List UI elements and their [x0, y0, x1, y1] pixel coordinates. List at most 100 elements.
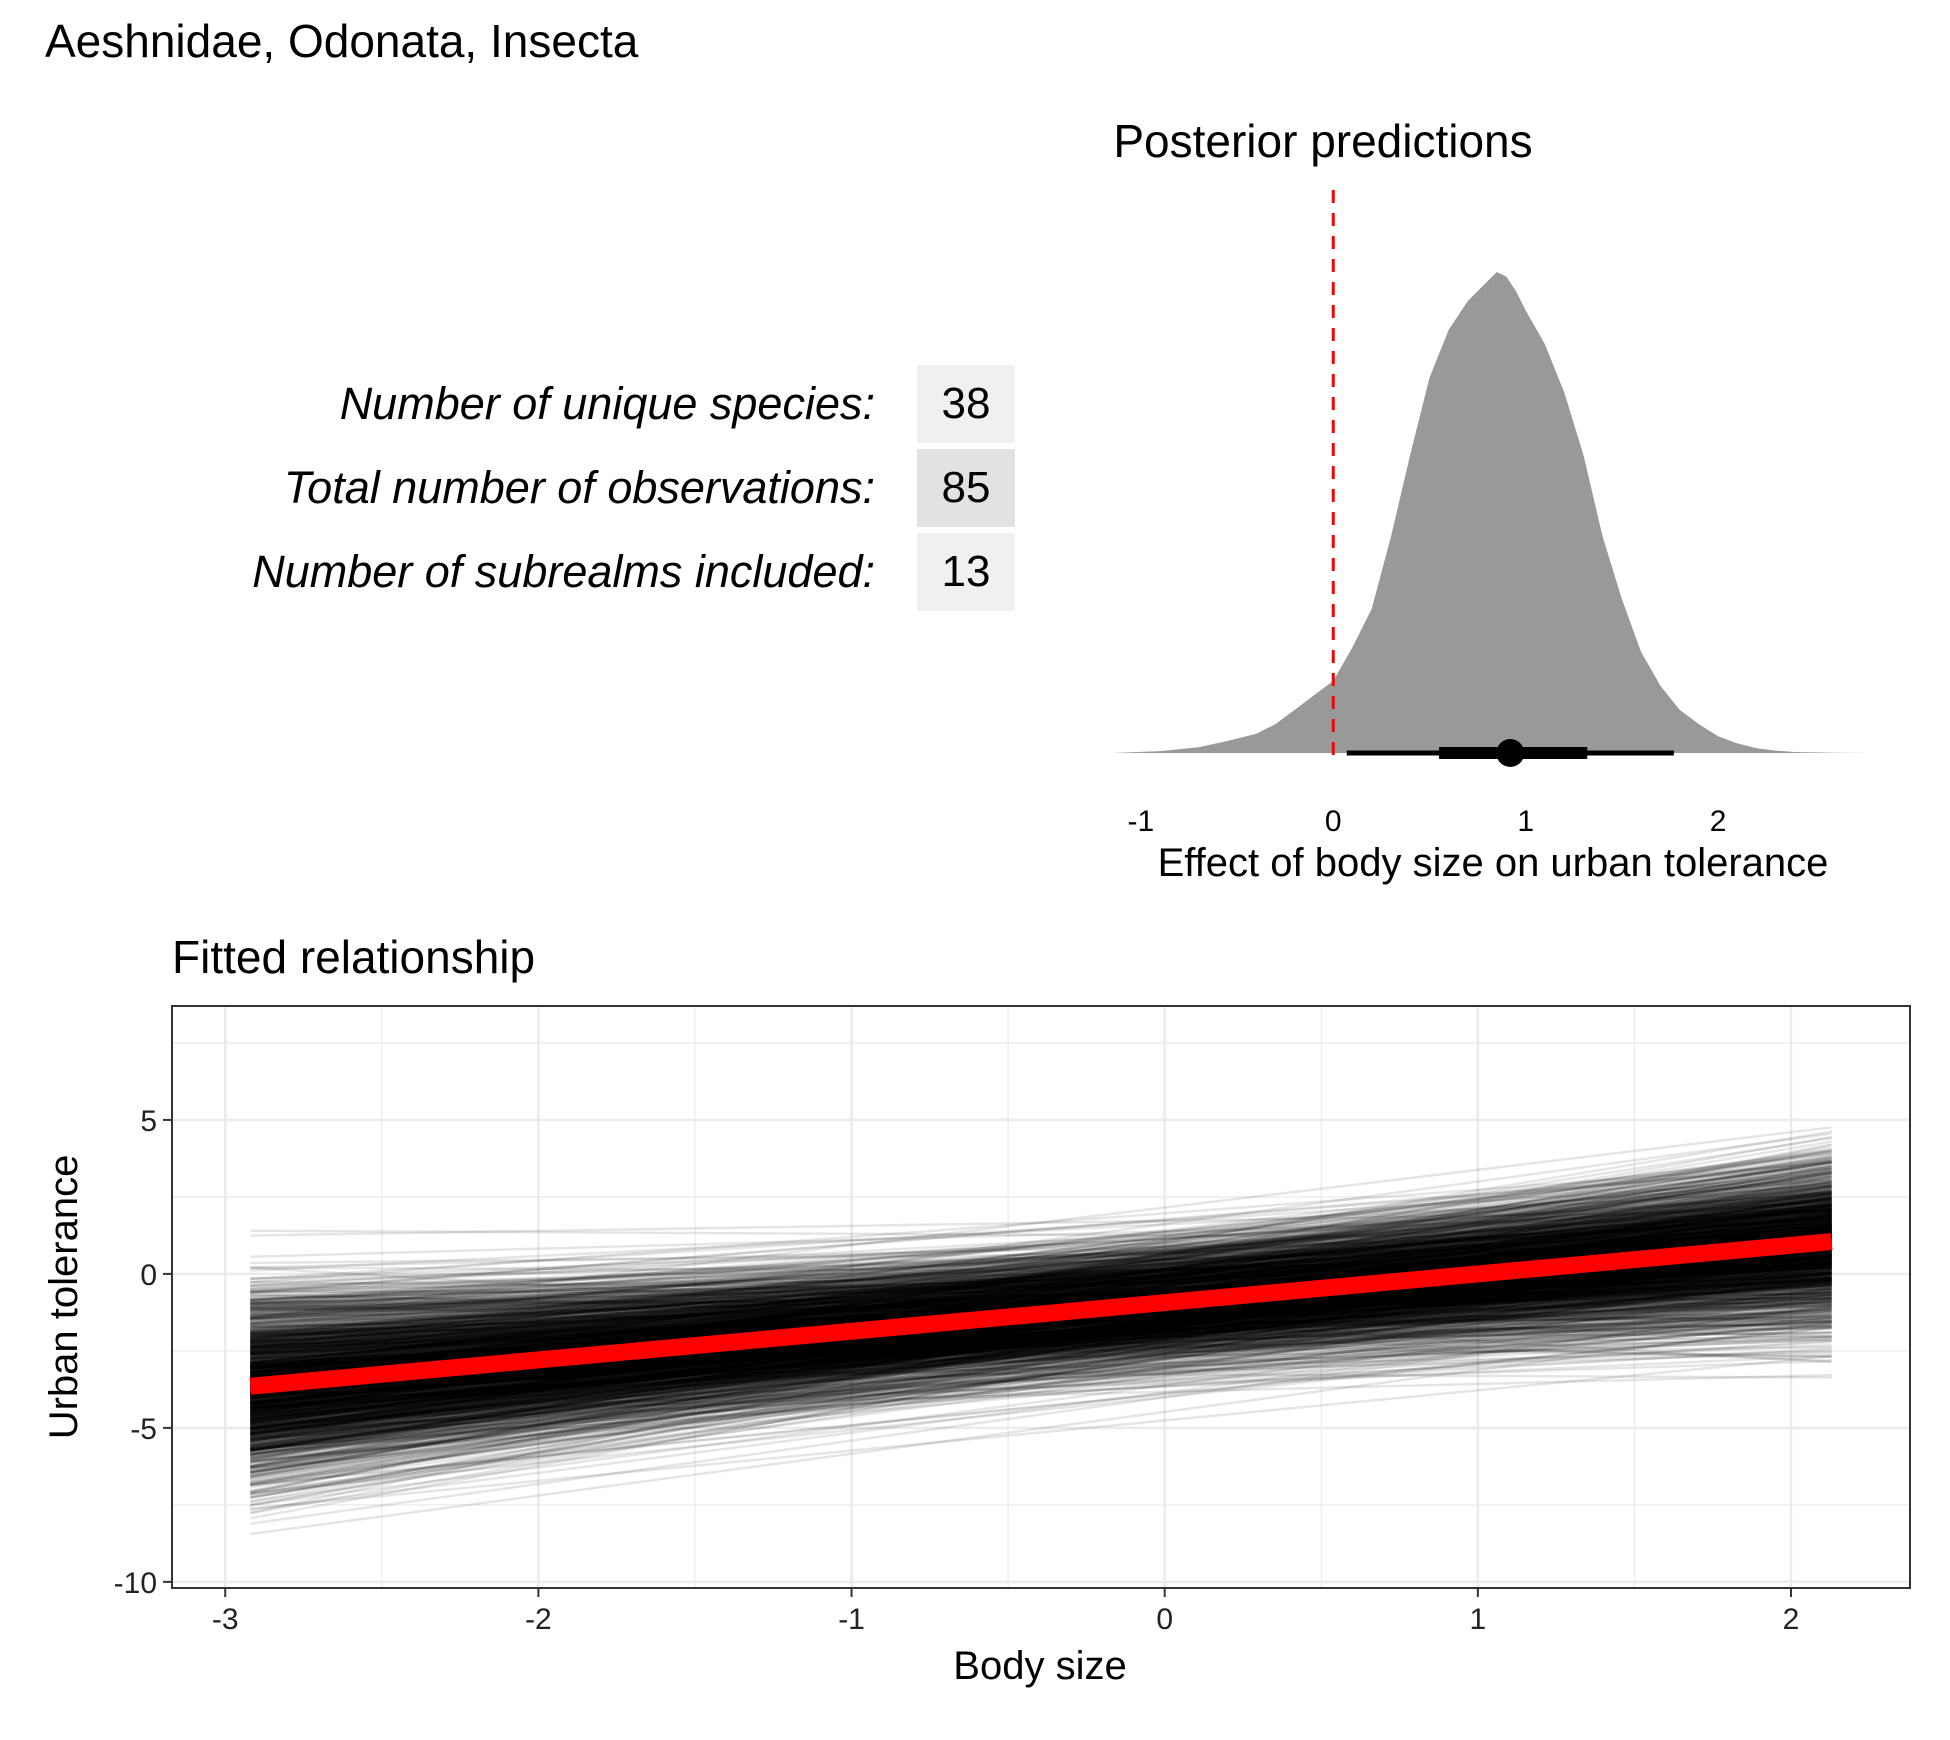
posterior-draw-line	[250, 1181, 1832, 1342]
posterior-draw-line	[250, 1222, 1832, 1425]
posterior-draw-line	[250, 1253, 1832, 1430]
posterior-draw-line	[250, 1262, 1832, 1397]
posterior-draw-line	[250, 1236, 1832, 1331]
posterior-draw-line	[250, 1318, 1832, 1393]
posterior-draw-line	[250, 1217, 1832, 1351]
posterior-draw-line	[250, 1305, 1832, 1512]
posterior-draw-line	[250, 1248, 1832, 1405]
posterior-draw-line	[250, 1204, 1832, 1452]
posterior-draw-line	[250, 1206, 1832, 1333]
posterior-draw-line	[250, 1307, 1832, 1450]
posterior-draw-line	[250, 1218, 1832, 1302]
posterior-draw-line	[250, 1299, 1832, 1437]
posterior-draw-line	[250, 1283, 1832, 1394]
posterior-draw-line	[250, 1215, 1832, 1328]
posterior-draw-line	[250, 1231, 1832, 1349]
posterior-draw-line	[250, 1221, 1832, 1345]
posterior-draw-line	[250, 1156, 1832, 1394]
posterior-draw-line	[250, 1271, 1832, 1398]
posterior-draw-line	[250, 1232, 1832, 1346]
posterior-draw-line	[250, 1159, 1832, 1393]
posterior-draw-line	[250, 1223, 1832, 1381]
posterior-draw-line	[250, 1253, 1832, 1405]
posterior-draw-line	[250, 1266, 1832, 1325]
posterior-draw-line	[250, 1181, 1832, 1348]
x-tick-label: -2	[525, 1603, 552, 1636]
posterior-draw-line	[250, 1272, 1832, 1436]
posterior-draw-line	[250, 1211, 1832, 1450]
posterior-draw-line	[250, 1232, 1832, 1374]
posterior-draw-line	[250, 1279, 1832, 1399]
posterior-draw-line	[250, 1193, 1832, 1360]
posterior-draw-line	[250, 1251, 1832, 1445]
posterior-draw-line	[250, 1236, 1832, 1464]
posterior-draw-line	[250, 1321, 1832, 1463]
posterior-draw-line	[250, 1290, 1832, 1399]
posterior-draw-line	[250, 1251, 1832, 1421]
posterior-draw-line	[250, 1340, 1832, 1433]
stat-label-species: Number of unique species:	[339, 378, 875, 429]
posterior-draw-line	[250, 1299, 1832, 1429]
posterior-draw-line	[250, 1225, 1832, 1368]
posterior-draw-line	[250, 1183, 1832, 1388]
posterior-draw-line	[250, 1174, 1832, 1369]
posterior-draw-line	[250, 1178, 1832, 1340]
posterior-draw-line	[250, 1228, 1832, 1361]
posterior-draw-line	[250, 1283, 1832, 1438]
posterior-draw-line	[250, 1224, 1832, 1359]
posterior-draw-line	[250, 1267, 1832, 1324]
posterior-draw-line	[250, 1219, 1832, 1363]
posterior-draw-line	[250, 1214, 1832, 1345]
posterior-draw-line	[250, 1209, 1832, 1350]
posterior-draw-line	[250, 1276, 1832, 1334]
posterior-draw-line	[250, 1213, 1832, 1380]
posterior-draw-line	[250, 1225, 1832, 1364]
posterior-draw-line	[250, 1199, 1832, 1378]
posterior-draw-line	[250, 1277, 1832, 1458]
posterior-draw-line	[250, 1232, 1832, 1373]
posterior-draw-line	[250, 1304, 1832, 1447]
posterior-draw-line	[250, 1182, 1832, 1325]
posterior-draw-line	[250, 1208, 1832, 1369]
posterior-draw-line	[250, 1338, 1832, 1398]
posterior-draw-line	[250, 1197, 1832, 1468]
posterior-draw-line	[250, 1252, 1832, 1405]
posterior-draw-line	[250, 1194, 1832, 1366]
posterior-draw-line	[250, 1221, 1832, 1337]
posterior-draw-line	[250, 1219, 1832, 1367]
posterior-draw-line	[250, 1180, 1832, 1366]
posterior-draw-line	[250, 1203, 1832, 1470]
posterior-draw-line	[250, 1238, 1832, 1317]
posterior-draw-line	[250, 1178, 1832, 1370]
posterior-draw-line	[250, 1276, 1832, 1412]
posterior-draw-line	[250, 1325, 1832, 1495]
posterior-draw-line	[250, 1280, 1832, 1312]
posterior-draw-line	[250, 1214, 1832, 1382]
posterior-draw-line	[250, 1272, 1832, 1395]
posterior-draw-line	[250, 1195, 1832, 1415]
posterior-draw-line	[250, 1231, 1832, 1306]
posterior-draw-line	[250, 1186, 1832, 1415]
posterior-draw-line	[250, 1230, 1832, 1269]
posterior-draw-line	[250, 1267, 1832, 1394]
posterior-draw-line	[250, 1190, 1832, 1336]
posterior-draw-line	[250, 1286, 1832, 1365]
posterior-draw-line	[250, 1202, 1832, 1329]
posterior-draw-line	[250, 1197, 1832, 1410]
posterior-draw-line	[250, 1184, 1832, 1341]
fitted-panel: Fitted relationship -3 -2 -1 0 1 2 -10-505 Bo…	[42, 931, 1911, 1688]
posterior-draw-line	[250, 1254, 1832, 1412]
posterior-draw-line	[250, 1241, 1832, 1324]
posterior-x-ticks: -1 0 1 2	[1128, 805, 1727, 838]
posterior-draw-line	[250, 1287, 1832, 1409]
posterior-draw-line	[250, 1264, 1832, 1474]
posterior-draw-line	[250, 1224, 1832, 1336]
posterior-draw-line	[250, 1198, 1832, 1379]
posterior-draw-line	[250, 1269, 1832, 1404]
posterior-draw-line	[250, 1209, 1832, 1326]
posterior-draw-line	[250, 1290, 1832, 1430]
posterior-draw-line	[250, 1277, 1832, 1326]
posterior-draw-line	[250, 1248, 1832, 1429]
posterior-draw-line	[250, 1203, 1832, 1355]
posterior-draw-line	[250, 1204, 1832, 1327]
